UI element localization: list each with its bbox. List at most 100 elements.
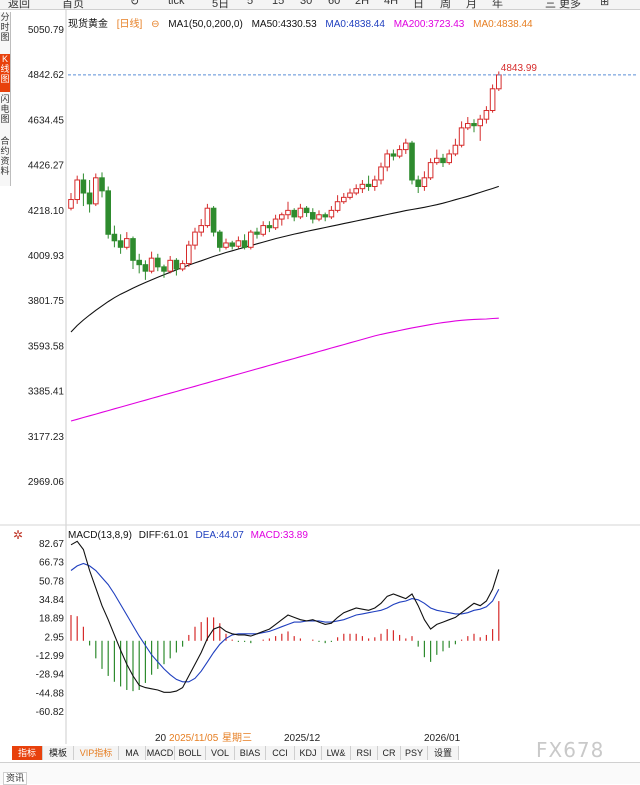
period-btn-day[interactable]: 日 xyxy=(413,0,424,10)
bottom-tab-indicator[interactable]: 指标 xyxy=(12,746,43,760)
candle-body xyxy=(297,207,304,218)
bottom-tab-template[interactable]: 模板 xyxy=(43,746,74,760)
candle-body xyxy=(80,179,87,194)
instrument-name: 现货黄金 xyxy=(68,19,108,30)
period-btn-tick[interactable]: tick xyxy=(168,0,185,7)
candle-body xyxy=(285,209,291,216)
candle-body xyxy=(74,179,81,201)
price-tick-label: 4009.93 xyxy=(28,251,65,262)
candle-body xyxy=(384,153,390,168)
price-tick-label: 3177.23 xyxy=(28,432,65,443)
price-tick-label: 5050.79 xyxy=(28,25,65,36)
bottom-tab-vip[interactable]: VIP指标 xyxy=(74,746,119,760)
date-axis-weekday: 星期三 xyxy=(222,732,252,744)
bottom-tab-ma[interactable]: MA xyxy=(119,746,146,760)
candle-body xyxy=(198,225,204,233)
main-chart-legend: 现货黄金 [日线] ⊖ MA1(50,0,200,0) MA50:4330.53… xyxy=(68,15,539,30)
more-button[interactable]: 三 更多 xyxy=(545,0,582,10)
candle-body xyxy=(477,118,483,127)
back-button[interactable]: 返回 xyxy=(8,0,30,10)
macd-settings-icon[interactable]: ✲ xyxy=(13,528,24,542)
period-btn-month[interactable]: 月 xyxy=(466,0,477,10)
candle-body xyxy=(167,259,173,272)
candle-body xyxy=(266,225,273,229)
bottom-tab-settings[interactable]: 设置 xyxy=(428,746,459,760)
bottom-tab-cr[interactable]: CR xyxy=(378,746,401,760)
candle-body xyxy=(372,179,378,188)
candle-body xyxy=(161,266,167,272)
macd-tick-label: 82.67 xyxy=(39,539,64,550)
period-btn-2h[interactable]: 2H xyxy=(355,0,370,7)
side-tab-flash[interactable]: 闪电图 xyxy=(0,94,10,124)
candle-body xyxy=(403,142,409,151)
bottom-tab-kdj[interactable]: KDJ xyxy=(295,746,322,760)
candle-body xyxy=(452,144,459,155)
candle-body xyxy=(434,157,440,164)
candle-body xyxy=(155,257,161,268)
period-btn-5[interactable]: 5 xyxy=(247,0,254,7)
watermark-logo: FX678 xyxy=(536,738,605,762)
candle-body xyxy=(496,74,502,90)
bottom-tab-cci[interactable]: CCI xyxy=(266,746,295,760)
ma0-value-b: MA0:4838.44 xyxy=(473,19,533,30)
side-tab-kline[interactable]: K线图 xyxy=(0,54,10,92)
candle-body xyxy=(440,157,446,164)
macd-tick-label: -28.94 xyxy=(36,670,65,681)
bottom-tab-macd[interactable]: MACD xyxy=(146,746,175,760)
ma50-value: MA50:4330.53 xyxy=(251,19,317,30)
ma-config-label[interactable]: MA1(50,0,200,0) xyxy=(168,19,243,30)
candle-body xyxy=(136,259,142,266)
price-tick-label: 3801.75 xyxy=(28,296,65,307)
last-price-label: 4843.99 xyxy=(501,63,538,74)
candle-body xyxy=(260,225,266,235)
candle-body xyxy=(124,238,130,248)
bottom-tab-vol[interactable]: VOL xyxy=(206,746,235,760)
top-toolbar: 返回 首页 ↻ tick 5日 5 15 30 60 2H 4H 日 周 月 年… xyxy=(0,0,640,10)
candle-body xyxy=(291,209,297,218)
period-btn-5day[interactable]: 5日 xyxy=(212,0,230,10)
candle-body xyxy=(248,231,254,248)
bottom-tab-psy[interactable]: PSY xyxy=(401,746,428,760)
period-btn-60[interactable]: 60 xyxy=(328,0,341,7)
candle-body xyxy=(390,153,397,157)
candle-body xyxy=(446,153,452,164)
macd-tick-label: 66.73 xyxy=(39,558,64,569)
bottom-tab-rsi[interactable]: RSI xyxy=(351,746,378,760)
home-button[interactable]: 首页 xyxy=(62,0,84,10)
candle-body xyxy=(279,214,285,220)
price-tick-label: 4426.27 xyxy=(28,161,65,172)
bottom-tab-lw[interactable]: LW& xyxy=(322,746,351,760)
refresh-icon[interactable]: ↻ xyxy=(130,0,140,8)
layout-icon[interactable]: ⊞ xyxy=(600,0,610,8)
candle-body xyxy=(316,214,322,220)
period-btn-year[interactable]: 年 xyxy=(492,0,503,10)
ma200-value: MA200:3723.43 xyxy=(393,19,465,30)
news-tab[interactable]: 资讯 xyxy=(3,772,28,785)
candle-body xyxy=(365,183,372,188)
candle-body xyxy=(396,149,403,157)
macd-tick-label: 50.78 xyxy=(39,576,64,587)
period-btn-week[interactable]: 周 xyxy=(440,0,451,10)
candle-body xyxy=(471,123,477,127)
side-tab-timeshare[interactable]: 分时图 xyxy=(0,12,10,42)
candle-body xyxy=(303,207,310,214)
candle-body xyxy=(458,127,465,146)
candle-body xyxy=(489,88,496,112)
candle-body xyxy=(179,263,186,270)
candle-body xyxy=(310,212,316,220)
price-tick-label: 4218.10 xyxy=(28,206,65,217)
date-axis-day: 20 xyxy=(155,733,167,744)
candle-body xyxy=(229,242,235,247)
price-tick-label: 3385.41 xyxy=(28,387,65,398)
bottom-tab-boll[interactable]: BOLL xyxy=(175,746,206,760)
period-label[interactable]: [日线] xyxy=(116,19,143,30)
candle-body xyxy=(353,188,359,194)
ma0-value-a: MA0:4838.44 xyxy=(325,19,385,30)
side-tab-contract[interactable]: 合约资料 xyxy=(0,136,10,176)
period-btn-4h[interactable]: 4H xyxy=(384,0,399,7)
period-btn-30[interactable]: 30 xyxy=(300,0,313,7)
bottom-tab-bias[interactable]: BIAS xyxy=(235,746,266,760)
period-btn-15[interactable]: 15 xyxy=(272,0,285,7)
indicator-settings-icon[interactable]: ⊖ xyxy=(151,19,160,30)
